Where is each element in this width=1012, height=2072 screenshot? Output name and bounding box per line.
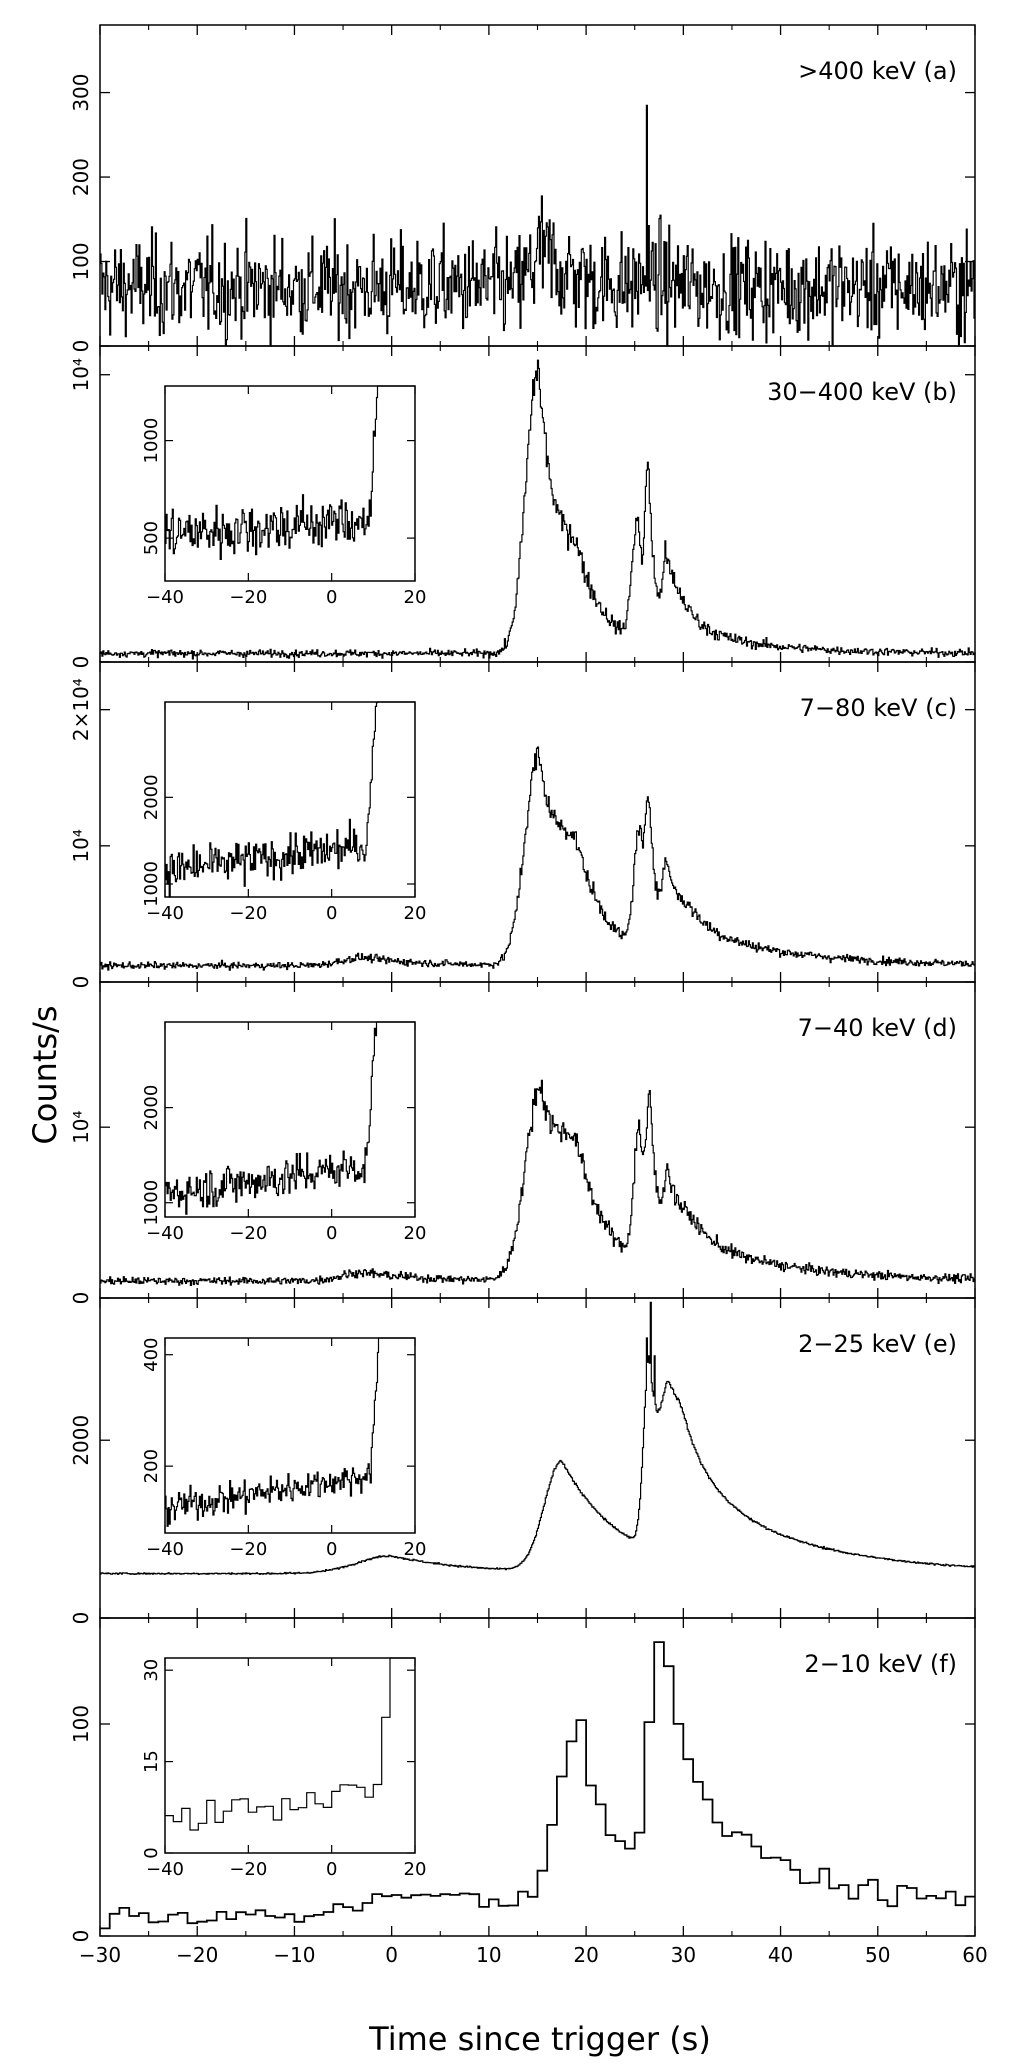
- x-tick-label: 30: [671, 1943, 696, 1967]
- x-tick-label: −30: [79, 1943, 121, 1967]
- panel-e-y-tick-label: 0: [69, 1612, 93, 1625]
- inset-light-curve: [165, 1657, 415, 1831]
- inset-x-tick-label: −20: [229, 903, 267, 924]
- inset-x-tick-label: 0: [326, 1859, 337, 1880]
- panel-f-light-curve: [100, 1641, 975, 1930]
- inset-x-tick-label: −40: [146, 1539, 184, 1560]
- inset-light-curve: [165, 1021, 415, 1215]
- panel-f-label: 2−10 keV (f): [804, 1650, 957, 1678]
- inset-y-tick-label: 1000: [141, 418, 162, 464]
- panel-d-inset: −40 −20 0 20 1000 2000: [141, 1021, 427, 1244]
- x-tick-label: 40: [768, 1943, 793, 1967]
- inset-x-tick-label: 20: [404, 903, 427, 924]
- inset-x-tick-label: 20: [404, 1223, 427, 1244]
- panel-c-light-curve: [100, 746, 975, 971]
- panel-e-light-curve: [100, 1301, 975, 1575]
- inset-x-tick-label: 0: [326, 1539, 337, 1560]
- panel-d-y-tick-label: 10⁴: [69, 1110, 93, 1143]
- inset-x-tick-label: 20: [404, 1859, 427, 1880]
- panel-a-y-tick-label: 0: [69, 340, 93, 353]
- panel-b-y-tick-label: 0: [69, 656, 93, 669]
- inset-x-tick-label: −20: [229, 1223, 267, 1244]
- panel-c-y-tick-label: 0: [69, 976, 93, 989]
- inset-x-tick-label: −40: [146, 1223, 184, 1244]
- inset-x-tick-label: −20: [229, 587, 267, 608]
- x-tick-label: 50: [865, 1943, 890, 1967]
- inset-x-tick-label: −40: [146, 1859, 184, 1880]
- panel-e-label: 2−25 keV (e): [798, 1330, 957, 1358]
- inset-y-tick-label: 30: [141, 1659, 162, 1682]
- panel-a-label: >400 keV (a): [798, 57, 957, 85]
- inset-x-tick-label: −40: [146, 903, 184, 924]
- panel-a-y-tick-label: 200: [69, 158, 93, 196]
- panel-f-y-tick-label: 0: [69, 1930, 93, 1943]
- x-axis-label: Time since trigger (s): [368, 2020, 711, 2058]
- panel-f-inset: −40 −20 0 20 0 15 30: [141, 1657, 427, 1880]
- inset-frame: [164, 1337, 416, 1534]
- x-tick-label: 10: [476, 1943, 501, 1967]
- panel-d-y-tick-label: 0: [69, 1292, 93, 1305]
- panel-a-y-tick-label: 300: [69, 73, 93, 111]
- panel-c-label: 7−80 keV (c): [800, 694, 957, 722]
- x-tick-label: −10: [273, 1943, 315, 1967]
- panel-d-label: 7−40 keV (d): [798, 1014, 957, 1042]
- inset-y-tick-label: 0: [141, 1847, 162, 1858]
- inset-y-tick-label: 2000: [141, 774, 162, 820]
- panel-d-light-curve: [100, 1079, 975, 1286]
- panel-b: 0 10⁴ 30−400 keV (b) −40 −20 0 20 500 1000: [69, 345, 976, 669]
- panel-b-light-curve: [100, 359, 975, 660]
- panel-c: 0 10⁴ 2×10⁴ 7−80 keV (c) −40 −20 0 20 1000 2000: [69, 661, 976, 989]
- panel-b-y-tick-label: 10⁴: [69, 358, 93, 391]
- panel-e: 0 2000 2−25 keV (e) −40 −20 0 20 200 400: [69, 1297, 976, 1625]
- y-axis-label: Counts/s: [26, 1005, 64, 1144]
- inset-y-tick-label: 1000: [141, 1180, 162, 1226]
- inset-light-curve: [165, 1337, 415, 1527]
- panel-f: 0 100 2−10 keV (f) −40 −20 0 20 0 15 30: [69, 1617, 976, 1943]
- panel-b-label: 30−400 keV (b): [767, 378, 957, 406]
- inset-x-tick-label: −20: [229, 1859, 267, 1880]
- inset-x-tick-label: 20: [404, 587, 427, 608]
- inset-x-tick-label: −20: [229, 1539, 267, 1560]
- panel-c-y-tick-label: 2×10⁴: [69, 678, 93, 741]
- inset-y-tick-label: 500: [141, 521, 162, 555]
- x-tick-label: 60: [962, 1943, 987, 1967]
- inset-y-tick-label: 15: [141, 1750, 162, 1773]
- inset-x-tick-label: 0: [326, 587, 337, 608]
- panel-d: 0 10⁴ 7−40 keV (d) −40 −20 0 20 1000 2000: [69, 981, 976, 1305]
- panel-e-y-tick-label: 2000: [69, 1415, 93, 1466]
- inset-y-tick-label: 1000: [141, 861, 162, 907]
- panel-f-y-tick-label: 100: [69, 1705, 93, 1743]
- inset-frame: [164, 385, 416, 582]
- x-tick-label: 20: [573, 1943, 598, 1967]
- inset-x-tick-label: 0: [326, 903, 337, 924]
- inset-light-curve: [165, 701, 415, 898]
- inset-y-tick-label: 400: [141, 1338, 162, 1372]
- panel-a-y-tick-label: 100: [69, 242, 93, 280]
- panel-e-inset: −40 −20 0 20 200 400: [141, 1337, 427, 1560]
- panel-b-inset: −40 −20 0 20 500 1000: [141, 385, 427, 608]
- inset-x-tick-label: 20: [404, 1539, 427, 1560]
- panel-a-light-curve: [100, 104, 975, 347]
- inset-y-tick-label: 2000: [141, 1085, 162, 1131]
- panel-c-inset: −40 −20 0 20 1000 2000: [141, 701, 427, 924]
- inset-light-curve: [165, 385, 415, 560]
- inset-x-tick-label: −40: [146, 587, 184, 608]
- x-tick-label: 0: [385, 1943, 398, 1967]
- x-tick-label: −20: [176, 1943, 218, 1967]
- inset-x-tick-label: 0: [326, 1223, 337, 1244]
- panel-c-y-tick-label: 10⁴: [69, 829, 93, 862]
- panel-a: 0 100 200 300 >400 keV (a): [69, 24, 976, 353]
- inset-y-tick-label: 200: [141, 1449, 162, 1483]
